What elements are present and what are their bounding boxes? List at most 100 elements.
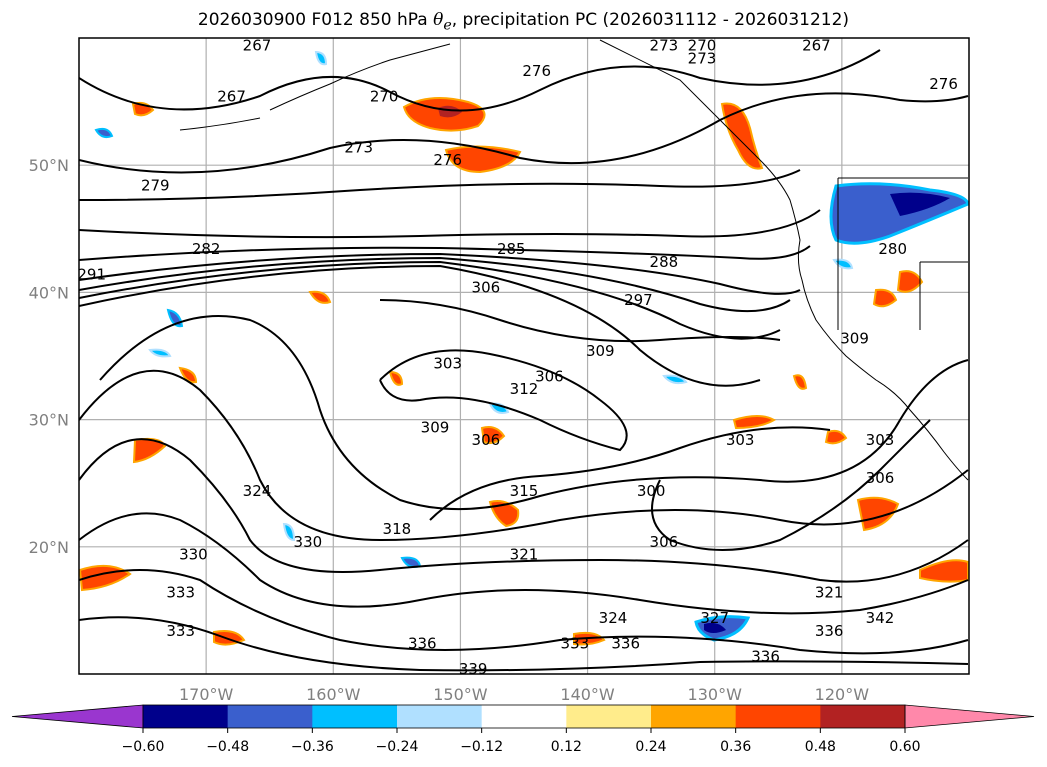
- precip-blob: [480, 426, 506, 445]
- colorbar-extend-high: [904, 704, 1035, 729]
- title-theta-subscript: e: [443, 17, 452, 34]
- longitude-label: 120°W: [815, 685, 870, 704]
- colorbar-tick-label: −0.48: [206, 739, 249, 755]
- precip-blob: [488, 500, 520, 528]
- colorbar-tick-label: 0.60: [889, 739, 920, 755]
- contour-label: 333: [166, 622, 195, 640]
- contour-label: 306: [535, 367, 564, 385]
- contour-line: [99, 315, 969, 511]
- figure-title: 2026030900 F012 850 hPa θe, precipitatio…: [0, 10, 1047, 33]
- colorbar-tick-label: −0.60: [122, 739, 165, 755]
- precip-blob: [314, 50, 328, 66]
- longitude-label: 170°W: [179, 685, 234, 704]
- colorbar-tick-label: 0.12: [551, 739, 582, 755]
- contour-label: 342: [866, 609, 895, 627]
- precip-blob: [856, 496, 900, 532]
- contour-label: 327: [700, 609, 729, 627]
- title-separator: ,: [451, 10, 458, 30]
- contour-label: 336: [751, 647, 780, 665]
- contour-label: 300: [637, 482, 666, 500]
- contour-label: 306: [472, 278, 501, 296]
- title-forecast-hour: F012: [311, 10, 354, 30]
- contour-label: 336: [611, 635, 640, 653]
- contour-label: 276: [929, 75, 958, 93]
- contour-label: 330: [294, 533, 323, 551]
- state-border: [837, 177, 968, 330]
- contour-line: [79, 616, 969, 672]
- precip-blob: [662, 374, 688, 385]
- contour-label: 339: [459, 660, 488, 678]
- contour-label: 318: [383, 520, 412, 538]
- title-theta-symbol: θ: [433, 10, 444, 30]
- contour-line: [79, 264, 761, 387]
- contour-label: 315: [510, 482, 539, 500]
- colorbar-ticks: −0.60 −0.48 −0.36 −0.24 −0.12 0.12 0.24 0.36 0.4…: [122, 728, 921, 755]
- precip-blob: [308, 290, 332, 304]
- map-background: [79, 38, 969, 674]
- contour-line: [429, 426, 831, 521]
- contour-line: [651, 419, 931, 551]
- contour-line: [79, 169, 801, 201]
- colorbar-tick-label: −0.12: [460, 739, 503, 755]
- coastline-segment: [179, 117, 261, 131]
- contour-label: 297: [624, 291, 653, 309]
- precip-blob: [94, 127, 114, 139]
- contour-line: [79, 209, 821, 239]
- colorbar-bin: [312, 705, 398, 728]
- contour-label: 306: [866, 469, 895, 487]
- contour-line: [79, 260, 781, 340]
- colorbar-bin: [481, 705, 567, 728]
- colorbar-bin: [397, 705, 483, 728]
- contour-line: [79, 92, 969, 174]
- contour-line: [79, 256, 791, 313]
- contour-line: [79, 245, 811, 261]
- colorbar-extend-low: [11, 704, 144, 729]
- coastline-segment: [269, 43, 451, 111]
- contour-label: 291: [77, 266, 106, 284]
- colorbar-bin: [651, 705, 737, 728]
- colorbar-tick-label: −0.36: [291, 739, 334, 755]
- contour-line: [79, 569, 969, 655]
- colorbar-bin: [735, 705, 821, 728]
- latitude-label: 40°N: [29, 283, 69, 302]
- coastline: [179, 39, 969, 481]
- precip-blob: [178, 366, 198, 384]
- colorbar-bin: [227, 705, 313, 728]
- precip-blob: [388, 370, 404, 386]
- longitude-label: 160°W: [306, 685, 361, 704]
- contour-label: 303: [866, 431, 895, 449]
- contour-line: [379, 349, 628, 452]
- title-rest: precipitation PC (2026031112 - 202603121…: [462, 10, 850, 30]
- longitude-labels: 170°W 160°W 150°W 140°W 130°W 120°W: [179, 685, 869, 704]
- colorbar-bin: [566, 705, 652, 728]
- colorbar-frame: [142, 704, 906, 729]
- colorbar-tick-label: 0.48: [805, 739, 836, 755]
- contour-label: 285: [497, 240, 526, 258]
- coastline-segment: [599, 39, 969, 481]
- contour-label: 309: [586, 342, 615, 360]
- colorbar-tick-label: 0.24: [635, 739, 666, 755]
- contour-label: 312: [510, 380, 539, 398]
- contour-label: 267: [217, 88, 246, 106]
- latitude-label: 50°N: [29, 156, 69, 175]
- theta-e-contours: [79, 49, 969, 672]
- longitude-label: 140°W: [560, 685, 615, 704]
- precip-blob: [732, 415, 777, 430]
- contour-label: 270: [370, 88, 399, 106]
- contour-label: 303: [433, 355, 462, 373]
- contour-label: 309: [421, 418, 450, 436]
- contour-label: 309: [840, 329, 869, 347]
- contour-label: 273: [650, 37, 679, 55]
- latitude-labels: 50°N 40°N 30°N 20°N: [29, 156, 69, 557]
- precip-blob: [872, 288, 898, 308]
- contour-label: 321: [815, 584, 844, 602]
- latitude-label: 30°N: [29, 411, 69, 430]
- contour-label: 303: [726, 431, 755, 449]
- contour-label: 306: [472, 431, 501, 449]
- contour-label: 276: [522, 62, 551, 80]
- contour-label: 282: [192, 240, 221, 258]
- contour-line: [79, 512, 969, 615]
- precip-core: [704, 622, 726, 633]
- latitude-label: 20°N: [29, 538, 69, 557]
